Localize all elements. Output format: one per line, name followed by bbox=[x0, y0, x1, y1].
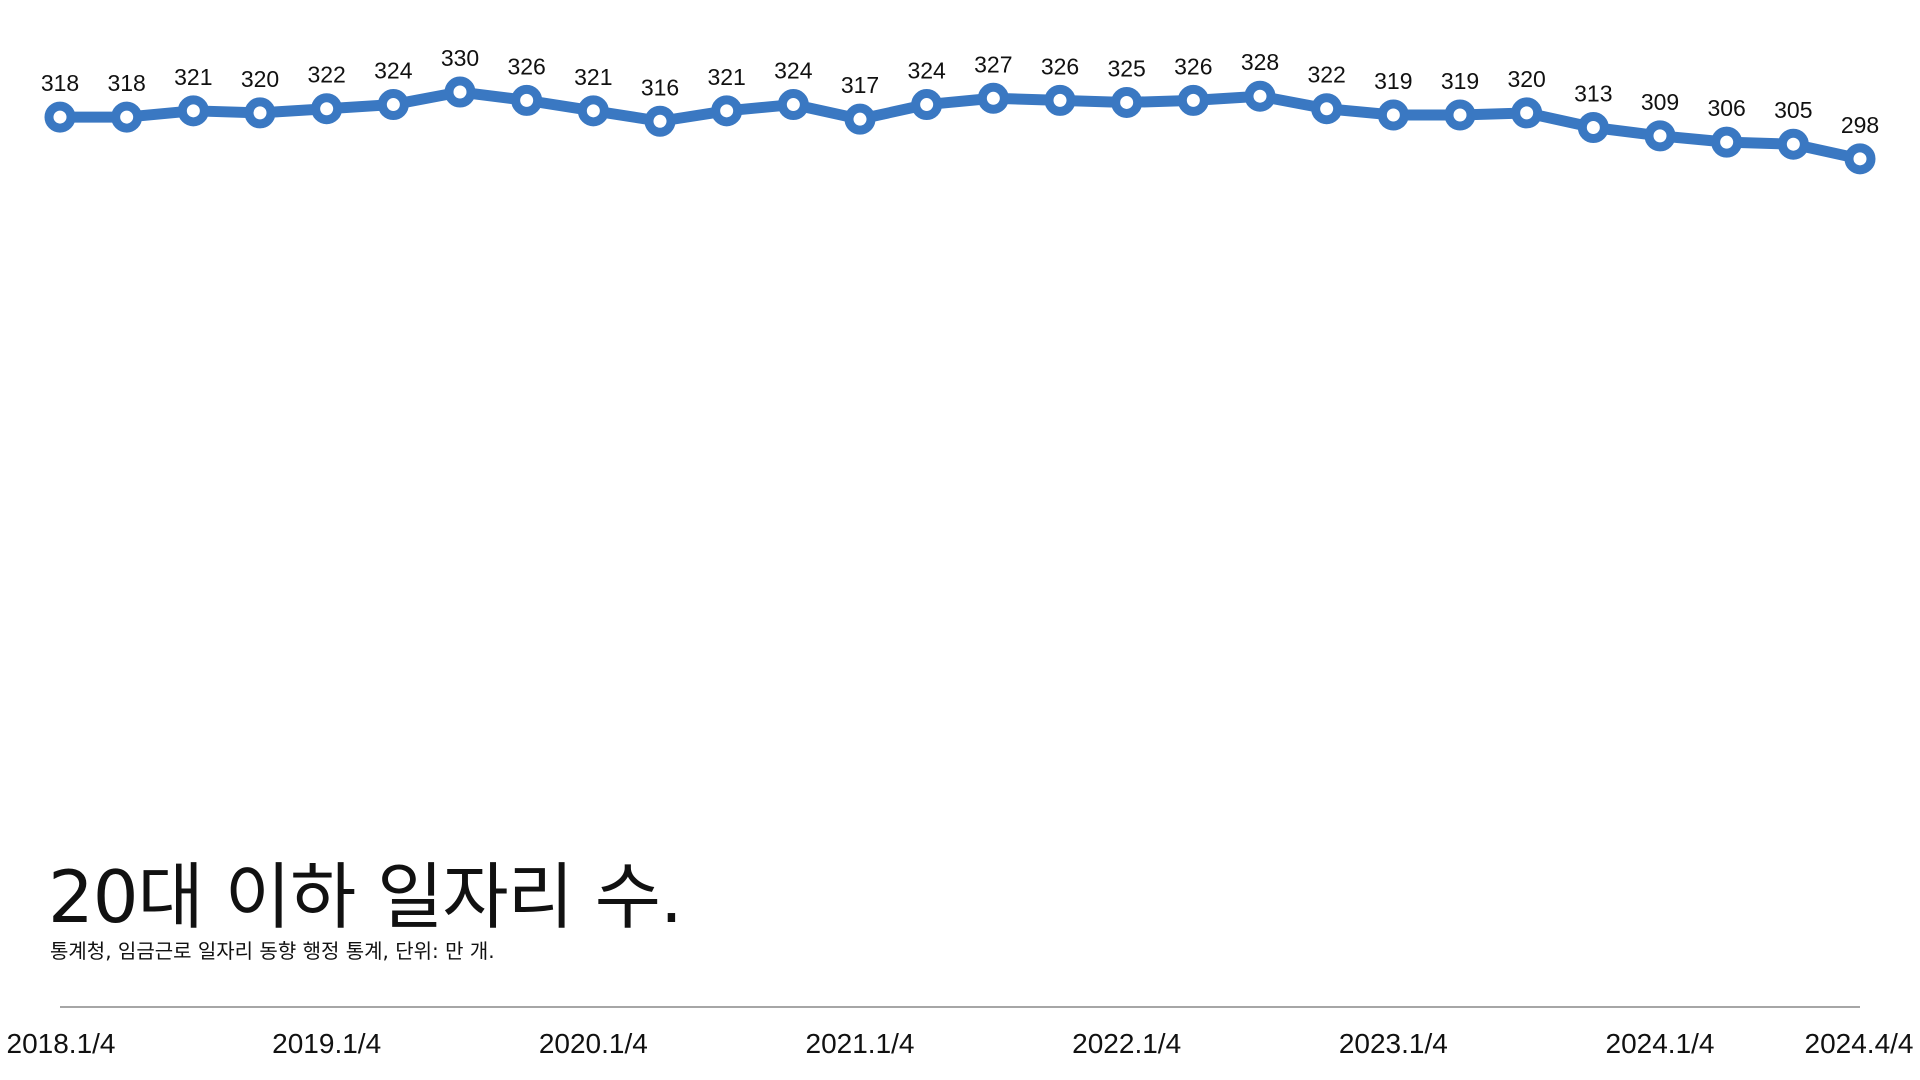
data-point bbox=[1177, 84, 1209, 116]
series-line bbox=[54, 86, 1866, 165]
data-point bbox=[377, 89, 409, 121]
data-label: 330 bbox=[441, 45, 479, 71]
x-tick-labels: 2018.1/4 2019.1/4 2020.1/4 2021.1/4 2022.1/4… bbox=[7, 1028, 1914, 1059]
data-point bbox=[1644, 120, 1676, 152]
data-point bbox=[1444, 99, 1476, 131]
data-label: 321 bbox=[707, 64, 745, 90]
x-tick-label: 2019.1/4 bbox=[272, 1028, 381, 1059]
data-label: 322 bbox=[1307, 62, 1345, 88]
data-label: 324 bbox=[907, 58, 946, 84]
data-label: 298 bbox=[1841, 112, 1879, 138]
chart-subtitle: 통계청, 임금근로 일자리 동향 행정 통계, 단위: 만 개. bbox=[50, 939, 495, 963]
data-point bbox=[1311, 93, 1343, 125]
data-point bbox=[777, 89, 809, 121]
data-label: 316 bbox=[641, 74, 679, 100]
data-label: 324 bbox=[374, 58, 413, 84]
data-point bbox=[1244, 80, 1276, 112]
data-point bbox=[244, 97, 276, 129]
data-point bbox=[911, 89, 943, 121]
x-tick-label: 2020.1/4 bbox=[539, 1028, 648, 1059]
data-label: 326 bbox=[1174, 53, 1212, 79]
data-point bbox=[1844, 143, 1876, 175]
data-label: 320 bbox=[1507, 66, 1545, 92]
data-label: 324 bbox=[774, 58, 813, 84]
data-point bbox=[111, 101, 143, 133]
data-point bbox=[1377, 99, 1409, 131]
x-tick-label: 2024.1/4 bbox=[1606, 1028, 1715, 1059]
data-label: 309 bbox=[1641, 89, 1679, 115]
data-label: 326 bbox=[507, 53, 545, 79]
data-label: 319 bbox=[1374, 68, 1412, 94]
data-label: 320 bbox=[241, 66, 279, 92]
x-tick-label: 2021.1/4 bbox=[806, 1028, 915, 1059]
data-point bbox=[311, 93, 343, 125]
data-point bbox=[511, 84, 543, 116]
data-point bbox=[1711, 126, 1743, 158]
data-point bbox=[644, 105, 676, 137]
data-point bbox=[1111, 86, 1143, 118]
data-label: 328 bbox=[1241, 49, 1279, 75]
data-label: 321 bbox=[574, 64, 612, 90]
data-label: 321 bbox=[174, 64, 212, 90]
data-label: 318 bbox=[107, 70, 145, 96]
x-tick-label: 2024.4/4 bbox=[1805, 1028, 1914, 1059]
x-tick-label: 2022.1/4 bbox=[1072, 1028, 1181, 1059]
data-label: 325 bbox=[1107, 55, 1145, 81]
data-label: 322 bbox=[307, 62, 345, 88]
x-tick-label: 2018.1/4 bbox=[7, 1028, 116, 1059]
x-tick-label: 2023.1/4 bbox=[1339, 1028, 1448, 1059]
data-label: 305 bbox=[1774, 97, 1812, 123]
data-point bbox=[1577, 112, 1609, 144]
data-point bbox=[177, 95, 209, 127]
data-label: 318 bbox=[41, 70, 79, 96]
data-point bbox=[844, 103, 876, 135]
data-point bbox=[1777, 128, 1809, 160]
data-label: 306 bbox=[1707, 95, 1745, 121]
data-label: 327 bbox=[974, 51, 1012, 77]
data-point bbox=[711, 95, 743, 127]
data-labels: 318 318 321 320 322 324 330 326 321 316 321 324 317 3… bbox=[41, 45, 1879, 138]
data-label: 313 bbox=[1574, 81, 1612, 107]
chart-title: 20대 이하 일자리 수. bbox=[48, 855, 683, 939]
data-point bbox=[1511, 97, 1543, 129]
data-label: 317 bbox=[841, 72, 879, 98]
data-point bbox=[577, 95, 609, 127]
data-label: 326 bbox=[1041, 53, 1079, 79]
series-markers bbox=[44, 76, 1876, 175]
data-point bbox=[444, 76, 476, 108]
data-point bbox=[977, 82, 1009, 114]
data-point bbox=[1044, 84, 1076, 116]
data-point bbox=[44, 101, 76, 133]
data-label: 319 bbox=[1441, 68, 1479, 94]
